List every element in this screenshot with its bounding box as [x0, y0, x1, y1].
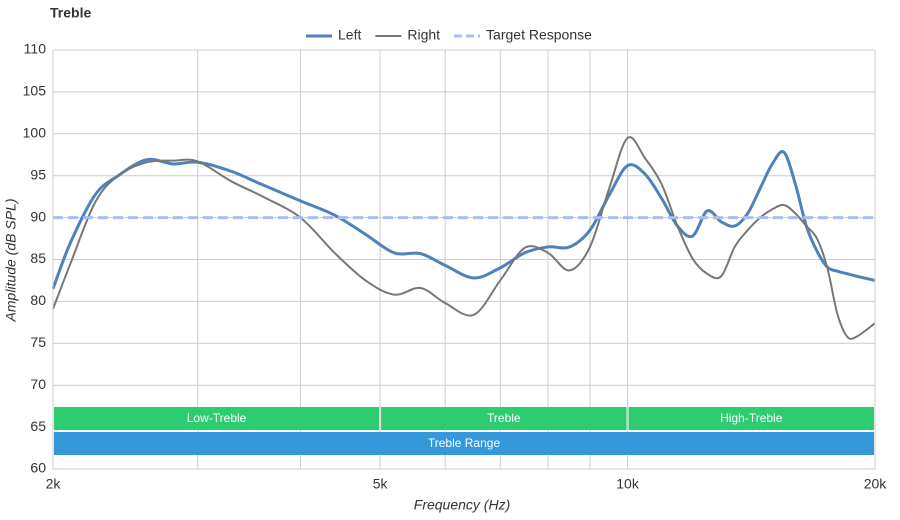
x-tick-label: 10k: [616, 476, 640, 492]
chart-title: Treble: [50, 5, 91, 21]
band-label: Treble: [487, 411, 521, 425]
y-tick-label: 95: [30, 166, 46, 182]
line: [51, 150, 876, 290]
x-axis-label: Frequency (Hz): [414, 497, 510, 513]
x-tick-label: 5k: [373, 476, 389, 492]
legend-label: Left: [338, 27, 361, 43]
band: [54, 432, 874, 455]
y-tick-label: 85: [30, 250, 46, 266]
band: [54, 407, 380, 430]
line: [52, 136, 876, 340]
y-tick-label: 80: [30, 292, 46, 308]
band-label: Low-Treble: [187, 411, 247, 425]
y-axis-label: Amplitude (dB SPL): [3, 199, 19, 323]
plot-border: [52, 49, 876, 470]
y-tick-label: 70: [30, 376, 46, 392]
y-tick-label: 90: [30, 208, 46, 224]
y-tick-label: 105: [23, 83, 47, 99]
band-label: Treble Range: [428, 436, 501, 450]
y-tick-label: 100: [23, 125, 47, 141]
band-label: High-Treble: [720, 411, 783, 425]
band: [381, 407, 627, 430]
band: [628, 407, 874, 430]
y-tick-label: 60: [30, 460, 46, 476]
y-tick-label: 75: [30, 334, 46, 350]
legend-label: Right: [407, 27, 440, 43]
x-tick-label: 20k: [864, 476, 888, 492]
x-tick-label: 2k: [46, 476, 62, 492]
legend-label: Target Response: [486, 27, 592, 43]
y-tick-label: 65: [30, 418, 46, 434]
y-tick-label: 110: [24, 41, 47, 57]
